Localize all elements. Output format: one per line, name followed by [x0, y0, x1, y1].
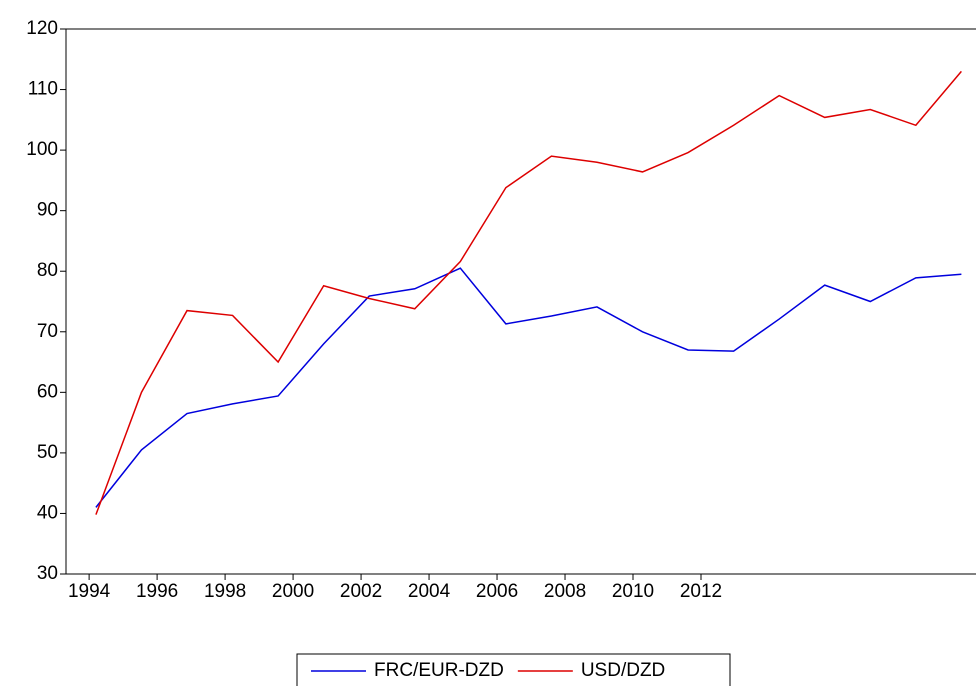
y-tick-label: 30 [37, 563, 58, 584]
y-tick-label: 60 [37, 381, 58, 402]
y-tick-label: 40 [37, 502, 58, 523]
y-tick-label: 110 [28, 79, 58, 100]
x-tick-label: 2006 [476, 581, 518, 602]
series-line [95, 70, 962, 515]
x-tick-label: 1998 [204, 581, 246, 602]
x-tick-label: 2008 [544, 581, 586, 602]
y-tick-label: 120 [26, 18, 58, 39]
x-tick-label: 2002 [340, 581, 382, 602]
x-tick-label: 2010 [612, 581, 654, 602]
y-tick-label: 70 [37, 321, 58, 342]
legend-box [296, 653, 731, 686]
y-tick-label: 50 [37, 442, 58, 463]
legend-label: FRC/EUR-DZD [374, 660, 504, 681]
x-tick-label: 2012 [680, 581, 722, 602]
x-tick-label: 2000 [272, 581, 314, 602]
x-tick-label: 1994 [68, 581, 111, 602]
plot-frame [65, 28, 976, 575]
y-tick-label: 80 [37, 260, 58, 281]
y-tick-label: 100 [26, 139, 58, 160]
series-line [95, 267, 962, 508]
legend-label: USD/DZD [581, 660, 665, 681]
x-tick-label: 1996 [136, 581, 178, 602]
x-tick-label: 2004 [408, 581, 451, 602]
y-tick-label: 90 [37, 200, 58, 221]
